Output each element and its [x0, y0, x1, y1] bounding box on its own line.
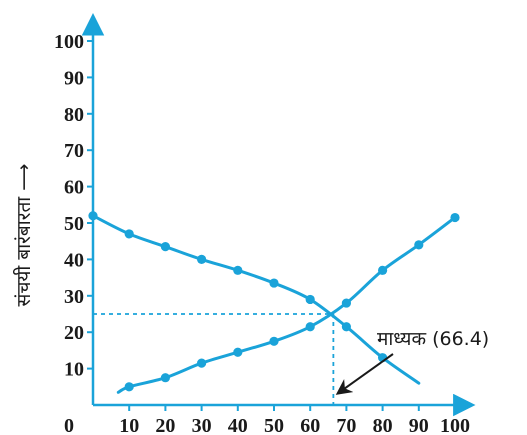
data-point [414, 240, 424, 250]
data-point [378, 265, 388, 275]
data-point [124, 382, 134, 392]
data-point [88, 211, 98, 221]
y-tick-label: 90 [64, 67, 84, 89]
data-point [450, 212, 460, 223]
y-tick-label: 70 [64, 140, 84, 162]
x-tick-label: 70 [336, 415, 356, 435]
data-point [233, 265, 243, 275]
y-tick-label: 20 [64, 322, 84, 344]
series-layer [88, 211, 460, 394]
y-tick-label: 80 [64, 104, 84, 126]
x-tick-label: 40 [228, 415, 248, 435]
data-point [305, 322, 315, 332]
x-tick-label: 10 [119, 415, 139, 435]
axis-ticks: 0 10 20 30 40 50 60 70 80 90 100 10 20 30 40 50 60 70 80 90… [54, 31, 470, 435]
series-line [91, 214, 421, 385]
data-point [160, 242, 170, 252]
x-tick-label: 90 [409, 415, 429, 435]
median-guide-lines [93, 313, 335, 405]
data-point [269, 336, 279, 346]
data-point [124, 229, 134, 239]
data-point [197, 358, 207, 368]
median-annotation-label: माध्यक (66.4) [377, 328, 489, 350]
data-point [305, 294, 315, 305]
y-tick-label: 40 [64, 249, 84, 271]
x-tick-label: 20 [155, 415, 175, 435]
data-point [269, 278, 279, 288]
x-tick-label: 0 [64, 415, 74, 435]
annotation-layer: माध्यक (66.4) [335, 328, 489, 395]
y-tick-label: 50 [64, 213, 84, 235]
less-than-ogive [116, 212, 460, 394]
data-point [341, 322, 351, 332]
data-point [341, 298, 351, 308]
data-point [197, 254, 207, 264]
y-tick-label: 10 [64, 359, 84, 381]
median-annotation-arrow [335, 353, 394, 395]
y-axis-label: संचयी बारंबारता ⟶ [12, 163, 35, 306]
x-tick-label: 80 [373, 415, 393, 435]
y-tick-label: 30 [64, 286, 84, 308]
data-point [160, 373, 170, 383]
y-tick-label: 100 [54, 31, 84, 53]
x-tick-label: 50 [264, 415, 284, 435]
data-point [233, 347, 243, 357]
more-than-ogive [88, 211, 421, 385]
x-tick-label: 100 [440, 415, 470, 435]
x-tick-label: 30 [192, 415, 212, 435]
x-tick-label: 60 [300, 415, 320, 435]
y-tick-label: 60 [64, 177, 84, 199]
